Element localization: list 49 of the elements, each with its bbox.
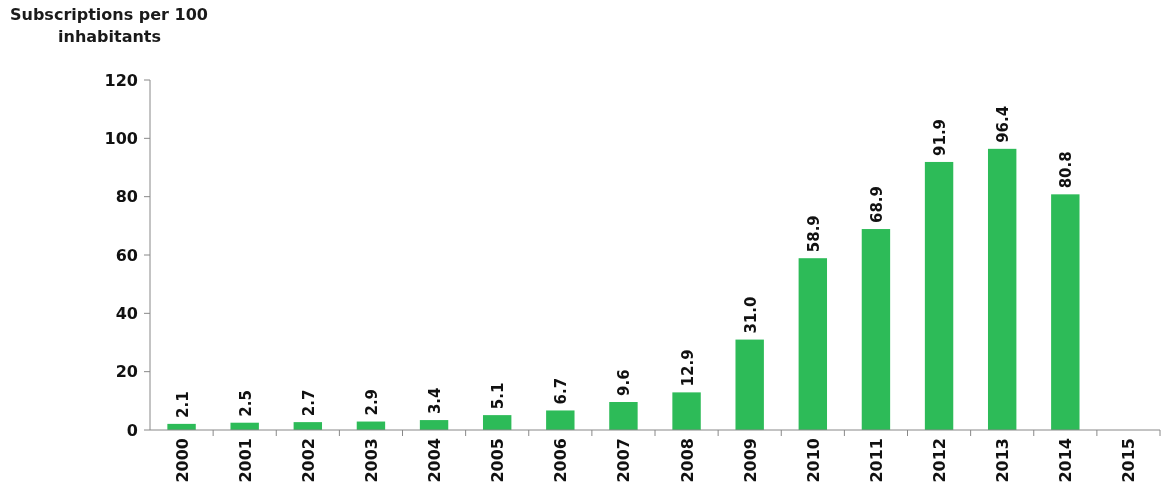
data-label: 5.1 <box>489 382 508 410</box>
x-tick-label: 2015 <box>1119 438 1139 483</box>
x-tick-label: 2008 <box>677 438 697 483</box>
data-label: 12.9 <box>678 349 697 387</box>
bar <box>924 161 954 430</box>
x-tick-label: 2006 <box>551 438 571 483</box>
bar <box>672 392 701 430</box>
x-tick-label: 2013 <box>993 438 1013 483</box>
bar <box>798 258 828 430</box>
bar <box>482 415 512 430</box>
x-tick-label: 2007 <box>614 438 634 483</box>
data-label: 2.5 <box>236 390 255 417</box>
x-tick-label: 2003 <box>361 438 381 483</box>
y-tick-label: 100 <box>104 128 138 148</box>
x-tick-label: 2010 <box>803 438 823 483</box>
x-tick-label: 2000 <box>172 438 192 483</box>
x-tick-label: 2001 <box>235 438 255 483</box>
y-tick-label: 120 <box>104 70 138 90</box>
data-label: 2.7 <box>299 389 318 417</box>
y-tick-label: 80 <box>115 187 138 207</box>
x-tick-label: 2009 <box>740 438 760 483</box>
data-label: 9.6 <box>615 369 634 396</box>
x-tick-label: 2011 <box>866 438 886 483</box>
data-label: 2.1 <box>173 391 192 418</box>
x-tick-label: 2012 <box>930 438 950 483</box>
y-axis-title: Subscriptions per 100 inhabitants <box>10 5 208 46</box>
bar <box>987 148 1017 430</box>
bar <box>1051 194 1080 430</box>
x-tick-label: 2005 <box>488 438 508 483</box>
data-label: 3.4 <box>426 387 445 415</box>
data-label: 80.8 <box>1057 151 1076 189</box>
data-label: 91.9 <box>931 118 950 156</box>
x-tick-label: 2004 <box>425 438 445 483</box>
data-label: 96.4 <box>994 105 1013 143</box>
y-tick-label: 0 <box>126 420 138 440</box>
x-tick-label: 2014 <box>1056 438 1076 483</box>
bar <box>609 402 638 430</box>
bar <box>735 339 764 430</box>
y-tick-label: 60 <box>115 245 138 265</box>
data-label: 58.9 <box>804 215 823 253</box>
y-tick-label: 40 <box>115 303 138 323</box>
data-label: 68.9 <box>867 186 886 224</box>
y-tick-label: 20 <box>115 362 138 382</box>
data-label: 6.7 <box>552 377 571 405</box>
bar <box>861 229 891 430</box>
data-label: 2.9 <box>362 388 381 416</box>
data-label: 31.0 <box>741 296 760 334</box>
x-tick-label: 2002 <box>298 438 318 483</box>
bar <box>546 410 575 430</box>
